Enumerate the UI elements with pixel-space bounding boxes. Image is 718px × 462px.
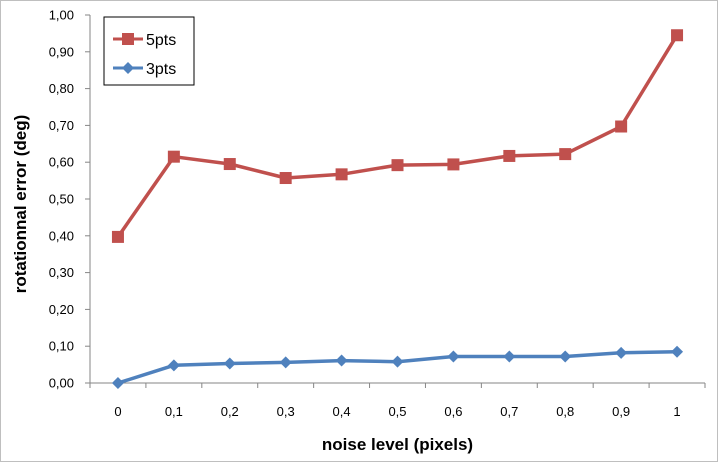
x-tick-label: 0,8 xyxy=(556,404,574,419)
data-point xyxy=(223,158,236,171)
data-point xyxy=(559,350,572,363)
y-tick-label: 0,30 xyxy=(49,265,74,280)
data-point xyxy=(447,158,460,171)
data-point xyxy=(447,350,460,363)
legend-entry-3pts: 3pts xyxy=(113,61,176,78)
data-point xyxy=(671,345,684,358)
x-tick-label: 0 xyxy=(114,404,121,419)
data-point xyxy=(391,355,404,368)
legend-label-5pts: 5pts xyxy=(146,32,176,49)
y-axis-title: rotationnal error (deg) xyxy=(11,115,30,294)
data-point xyxy=(615,346,628,359)
y-tick-label: 0,40 xyxy=(49,228,74,243)
y-tick-label: 0,80 xyxy=(49,81,74,96)
x-axis-title: noise level (pixels) xyxy=(322,435,473,454)
x-tick-label: 0,7 xyxy=(500,404,518,419)
x-tick-label: 0,9 xyxy=(612,404,630,419)
x-tick-label: 0,1 xyxy=(165,404,183,419)
x-tick-label: 0,6 xyxy=(444,404,462,419)
data-point xyxy=(279,356,292,369)
y-tick-label: 0,60 xyxy=(49,155,74,170)
data-point xyxy=(335,168,348,181)
data-point xyxy=(167,150,180,163)
y-axis-ticks: 0,00 0,10 0,20 0,30 0,40 0,50 0,60 0,70 0,80 0,90… xyxy=(49,8,90,391)
legend-marker-5pts xyxy=(122,33,134,45)
y-tick-label: 0,00 xyxy=(49,376,74,391)
x-tick-label: 0,3 xyxy=(277,404,295,419)
x-tick-label: 0,2 xyxy=(221,404,239,419)
y-tick-label: 0,10 xyxy=(49,339,74,354)
data-point xyxy=(335,354,348,367)
y-tick-label: 1,00 xyxy=(49,8,74,23)
legend-label-3pts: 3pts xyxy=(146,61,176,78)
x-tick-label: 0,4 xyxy=(333,404,351,419)
x-axis-ticks: 0 0,1 0,2 0,3 0,4 0,5 0,6 0,7 0,8 0,9 1 xyxy=(89,383,706,419)
y-tick-label: 0,50 xyxy=(49,192,74,207)
data-point xyxy=(111,230,124,243)
y-tick-label: 0,70 xyxy=(49,118,74,133)
data-point xyxy=(223,357,236,370)
legend-box xyxy=(103,16,195,86)
data-point xyxy=(503,350,516,363)
data-point xyxy=(671,29,684,42)
legend-marker-3pts xyxy=(122,62,134,74)
y-tick-label: 0,20 xyxy=(49,302,74,317)
y-tick-label: 0,90 xyxy=(49,44,74,59)
data-point xyxy=(503,149,516,162)
data-point xyxy=(391,159,404,172)
legend-entry-5pts: 5pts xyxy=(113,32,176,49)
x-tick-label: 0,5 xyxy=(388,404,406,419)
series-3pts xyxy=(111,345,684,389)
series-5pts xyxy=(111,29,684,243)
series-layer xyxy=(111,29,684,389)
data-point xyxy=(111,377,124,389)
data-point xyxy=(615,120,628,133)
x-tick-label: 1 xyxy=(673,404,680,419)
series-line-5pts xyxy=(116,34,679,238)
data-point xyxy=(559,148,572,161)
data-point xyxy=(167,359,180,372)
legend: 5pts 3pts xyxy=(103,16,195,86)
data-point xyxy=(279,172,292,185)
